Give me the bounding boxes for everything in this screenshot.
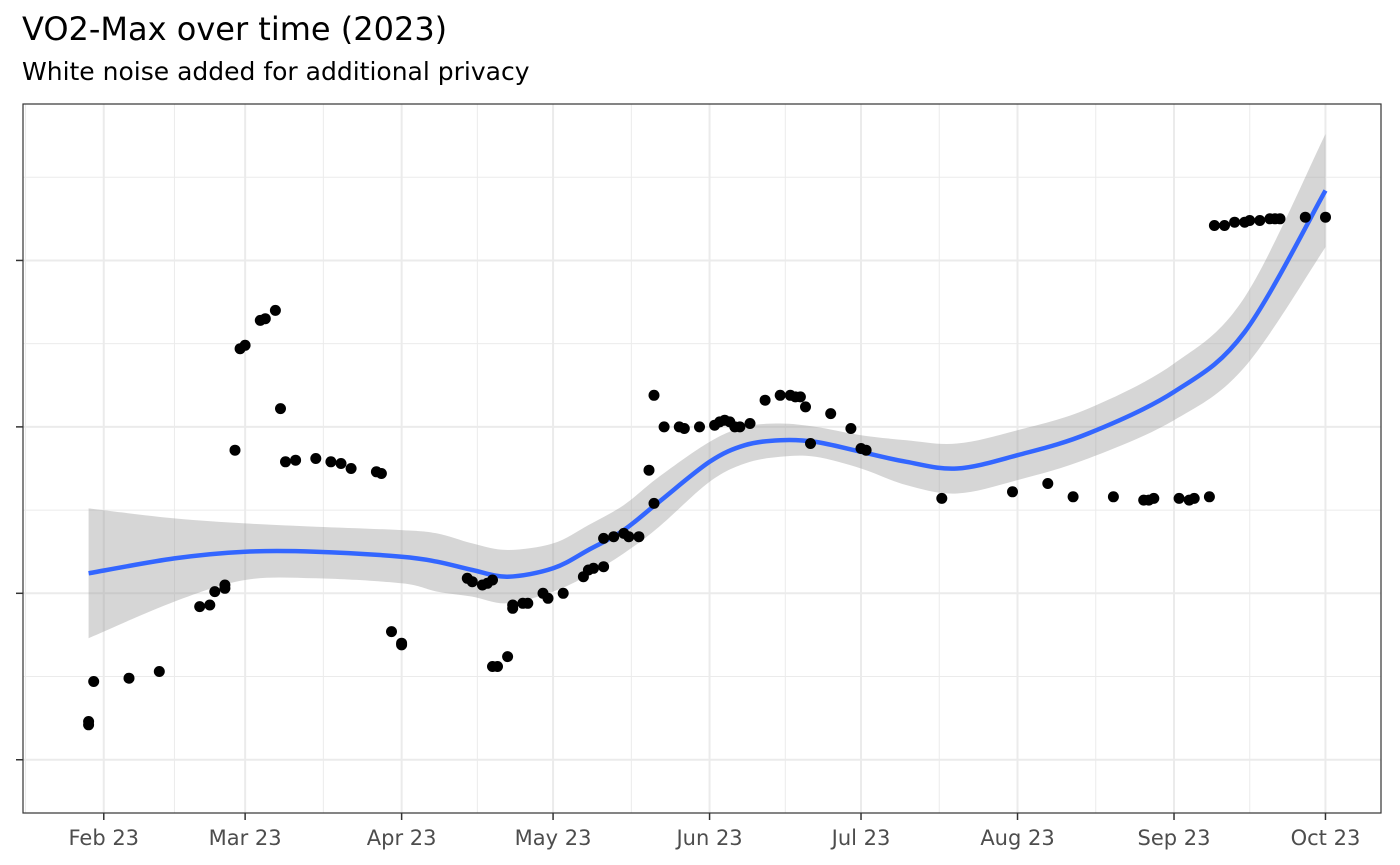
- data-point: [1148, 492, 1160, 504]
- data-point: [204, 599, 216, 611]
- data-point: [269, 304, 281, 316]
- data-point: [522, 597, 534, 609]
- data-point: [1244, 215, 1256, 226]
- data-point: [280, 456, 291, 468]
- data-point: [1067, 491, 1079, 503]
- data-point: [860, 444, 872, 456]
- data-point: [209, 586, 221, 598]
- data-point: [542, 592, 554, 604]
- x-tick-label: Jul 23: [830, 826, 891, 850]
- data-point: [492, 661, 503, 672]
- x-tick-label: Sep 23: [1138, 826, 1211, 850]
- x-tick-label: Oct 23: [1291, 826, 1361, 850]
- x-tick-label: May 23: [515, 826, 592, 850]
- data-point: [83, 716, 95, 727]
- data-point: [1208, 220, 1220, 231]
- data-point: [805, 438, 816, 449]
- data-point: [794, 391, 806, 403]
- data-point: [229, 444, 241, 456]
- data-point: [290, 454, 302, 466]
- data-point: [658, 421, 670, 433]
- data-point: [487, 574, 498, 586]
- data-point: [633, 531, 645, 543]
- x-tick-label: Feb 23: [68, 826, 139, 850]
- data-point: [1299, 211, 1311, 223]
- data-point: [335, 458, 347, 469]
- data-point: [88, 676, 100, 687]
- data-point: [375, 468, 387, 479]
- data-point: [386, 626, 397, 638]
- data-point: [557, 587, 569, 599]
- x-axis: Feb 23 Mar 23 Apr 23 May 23 Jun 23 Jul 23 Aug …: [68, 813, 1360, 850]
- data-point: [1042, 478, 1054, 489]
- data-point: [643, 464, 655, 476]
- data-point: [1229, 216, 1241, 228]
- panel-border: [22, 103, 1382, 814]
- chart-subtitle: White noise added for additional privacy: [22, 57, 530, 86]
- data-point: [1007, 486, 1018, 498]
- data-point: [1107, 491, 1119, 503]
- data-point: [774, 389, 786, 401]
- data-point: [239, 339, 251, 351]
- data-point: [800, 401, 811, 413]
- x-tick-label: Jun 23: [674, 826, 742, 850]
- data-point: [1219, 220, 1230, 231]
- data-point: [310, 453, 322, 464]
- panel-background: [23, 104, 1381, 813]
- data-point: [623, 531, 635, 543]
- smooth-trend-line: [88, 189, 1328, 579]
- data-point: [345, 463, 357, 474]
- data-point: [598, 532, 610, 544]
- data-point: [936, 492, 948, 504]
- data-point: [694, 421, 705, 433]
- x-tick-label: Aug 23: [980, 826, 1054, 850]
- data-point: [648, 389, 660, 401]
- data-point: [466, 576, 478, 588]
- data-point: [1320, 211, 1331, 223]
- data-point: [502, 651, 514, 663]
- data-point: [325, 456, 337, 468]
- data-point: [734, 421, 746, 433]
- data-point: [825, 408, 837, 420]
- data-point: [845, 423, 857, 434]
- data-point: [744, 418, 756, 429]
- data-point: [123, 672, 135, 684]
- y-axis-ticks: [16, 259, 23, 761]
- data-point: [396, 639, 408, 651]
- data-point: [1188, 492, 1200, 504]
- data-point: [678, 423, 690, 434]
- data-point: [648, 497, 660, 509]
- data-points: [83, 211, 1331, 731]
- data-point: [259, 313, 271, 325]
- data-point: [608, 531, 620, 543]
- data-point: [759, 394, 771, 406]
- data-point: [275, 403, 286, 415]
- data-point: [1274, 213, 1286, 225]
- data-point: [1254, 215, 1266, 226]
- data-point: [219, 579, 231, 591]
- x-tick-label: Apr 23: [367, 826, 437, 850]
- data-point: [588, 562, 599, 574]
- data-point: [153, 666, 165, 677]
- data-point: [1203, 491, 1215, 503]
- data-point: [507, 599, 519, 611]
- data-point: [598, 561, 610, 573]
- data-point: [194, 601, 206, 613]
- chart-title: VO2-Max over time (2023): [22, 10, 448, 48]
- x-tick-label: Mar 23: [209, 826, 282, 850]
- data-point: [1173, 492, 1185, 504]
